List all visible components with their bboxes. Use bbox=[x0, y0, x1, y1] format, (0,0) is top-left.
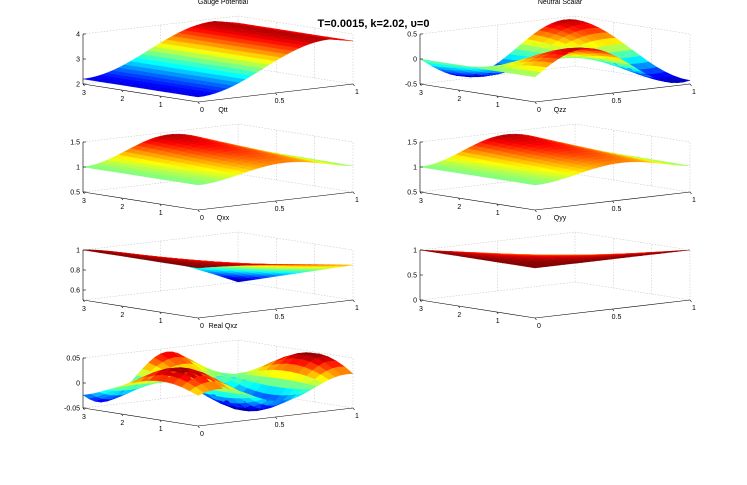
z-tick-label: 2 bbox=[76, 82, 80, 89]
x-tick-label: 0 bbox=[537, 215, 541, 222]
x-tick-label: 0 bbox=[200, 431, 204, 438]
y-tick-label: 3 bbox=[419, 198, 423, 205]
y-tick-label: 1 bbox=[496, 318, 500, 325]
y-tick-label: 2 bbox=[120, 312, 124, 319]
surface bbox=[82, 21, 354, 98]
x-tick-label: 0 bbox=[200, 107, 204, 114]
x-tick-label: 0.5 bbox=[275, 98, 285, 105]
z-tick-label: 0.6 bbox=[70, 288, 80, 295]
subplot-title: Qyy bbox=[554, 215, 567, 222]
x-tick-label: 1 bbox=[692, 89, 696, 96]
z-tick-label: 0.5 bbox=[70, 190, 80, 197]
x-tick-label: 0 bbox=[200, 215, 204, 222]
x-tick-label: 0 bbox=[200, 323, 204, 330]
subplot-title: Neutral Scalar bbox=[538, 0, 583, 6]
surface bbox=[82, 249, 354, 283]
surface bbox=[82, 351, 354, 412]
subplot-2: 0 0.5 1 1 2 3-0.5 0 0.5 Neutral Scalar bbox=[405, 0, 696, 114]
y-tick-label: 3 bbox=[82, 306, 86, 313]
x-tick-label: 0.5 bbox=[612, 98, 622, 105]
x-tick-label: 1 bbox=[355, 413, 359, 420]
z-tick-label: 0.5 bbox=[407, 32, 417, 39]
z-tick-label: 0.8 bbox=[70, 268, 80, 275]
z-tick-label: 1 bbox=[413, 248, 417, 255]
y-tick-label: 1 bbox=[159, 102, 163, 109]
surface bbox=[419, 19, 691, 83]
surface bbox=[82, 133, 354, 186]
x-tick-label: 0.5 bbox=[612, 314, 622, 321]
z-tick-label: 1 bbox=[76, 248, 80, 255]
z-tick-label: 0.05 bbox=[66, 356, 80, 363]
x-tick-label: 1 bbox=[355, 197, 359, 204]
z-tick-label: 0.5 bbox=[407, 273, 417, 280]
x-tick-label: 0 bbox=[537, 323, 541, 330]
y-tick-label: 3 bbox=[419, 90, 423, 97]
y-tick-label: 1 bbox=[159, 426, 163, 433]
x-tick-label: 1 bbox=[355, 305, 359, 312]
y-tick-label: 3 bbox=[419, 306, 423, 313]
x-tick-label: 1 bbox=[355, 89, 359, 96]
z-tick-label: -0.05 bbox=[64, 406, 80, 413]
z-tick-label: 4 bbox=[76, 32, 80, 39]
subplot-title: Real Qxz bbox=[209, 323, 238, 330]
y-tick-label: 2 bbox=[120, 96, 124, 103]
x-tick-label: 0.5 bbox=[275, 206, 285, 213]
x-tick-label: 0.5 bbox=[275, 314, 285, 321]
x-tick-label: 1 bbox=[692, 305, 696, 312]
z-tick-label: 3 bbox=[76, 57, 80, 64]
y-tick-label: 3 bbox=[82, 414, 86, 421]
z-tick-label: 1 bbox=[76, 165, 80, 172]
subplot-5: 0 0.5 1 1 2 3 0.6 0.8 1 Qxx bbox=[70, 215, 359, 330]
x-tick-label: 0.5 bbox=[275, 422, 285, 429]
y-tick-label: 2 bbox=[457, 204, 461, 211]
x-tick-label: 0 bbox=[537, 107, 541, 114]
y-tick-label: 1 bbox=[159, 210, 163, 217]
y-tick-label: 2 bbox=[120, 204, 124, 211]
z-tick-label: 0 bbox=[413, 57, 417, 64]
y-tick-label: 2 bbox=[457, 96, 461, 103]
figure-title: T=0.0015, k=2.02, υ=0 bbox=[317, 18, 430, 30]
surface bbox=[419, 133, 691, 186]
z-tick-label: 1.5 bbox=[407, 140, 417, 147]
y-tick-label: 2 bbox=[120, 420, 124, 427]
z-tick-label: 1 bbox=[413, 165, 417, 172]
y-tick-label: 1 bbox=[496, 102, 500, 109]
z-tick-label: 0 bbox=[76, 381, 80, 388]
subplot-title: Qzz bbox=[554, 107, 567, 114]
surface bbox=[419, 249, 691, 269]
y-tick-label: 2 bbox=[457, 312, 461, 319]
x-tick-label: 0.5 bbox=[612, 206, 622, 213]
z-tick-label: 0.5 bbox=[407, 190, 417, 197]
subplot-title: Qtt bbox=[218, 107, 227, 114]
y-tick-label: 3 bbox=[82, 90, 86, 97]
y-tick-label: 1 bbox=[159, 318, 163, 325]
y-tick-label: 1 bbox=[496, 210, 500, 217]
z-tick-label: -0.5 bbox=[405, 82, 417, 89]
subplot-title: Qxx bbox=[217, 215, 230, 222]
subplot-7: 0 0.5 1 1 2 3-0.05 0 0.05 Real Qxz bbox=[64, 323, 359, 438]
z-tick-label: 1.5 bbox=[70, 140, 80, 147]
y-tick-label: 3 bbox=[82, 198, 86, 205]
subplot-title: Gauge Potential bbox=[198, 0, 249, 6]
z-tick-label: 0 bbox=[413, 298, 417, 305]
x-tick-label: 1 bbox=[692, 197, 696, 204]
